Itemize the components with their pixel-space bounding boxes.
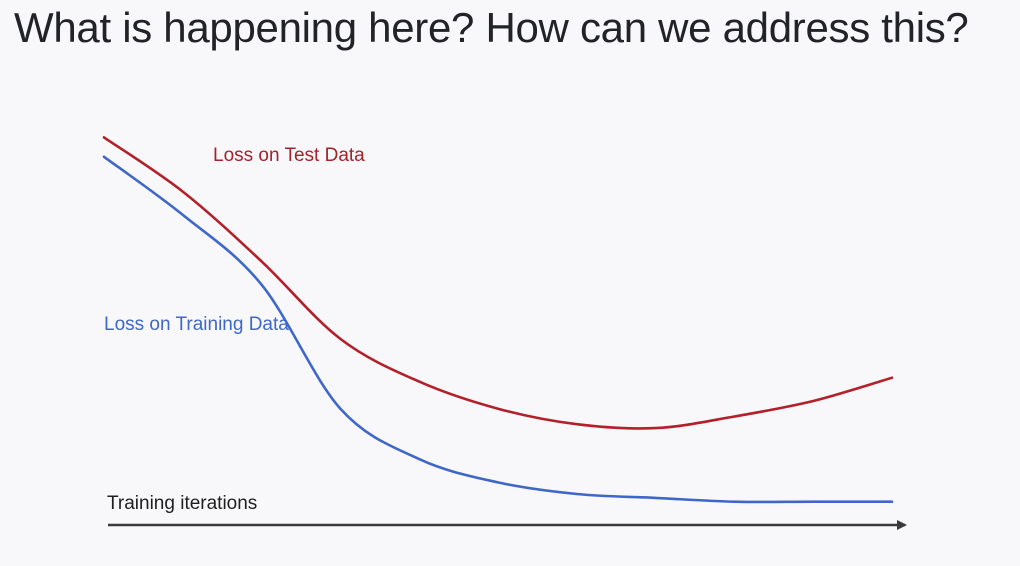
series-label-training: Loss on Training Data <box>104 314 289 335</box>
slide-title: What is happening here? How can we addre… <box>14 4 969 51</box>
series-layer <box>102 136 894 504</box>
test-loss-line <box>102 136 894 430</box>
x-axis-label: Training iterations <box>107 493 257 514</box>
series-label-test: Loss on Test Data <box>213 145 365 166</box>
training-loss-line <box>102 155 894 504</box>
